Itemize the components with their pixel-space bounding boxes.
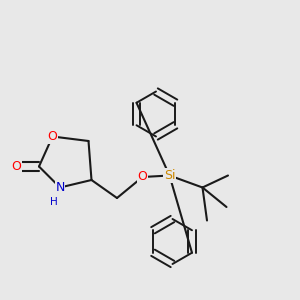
Text: O: O [48,130,57,143]
Text: H: H [50,197,58,207]
Text: N: N [55,181,65,194]
Text: Si: Si [164,169,175,182]
Text: O: O [138,170,147,184]
Text: O: O [12,160,21,173]
